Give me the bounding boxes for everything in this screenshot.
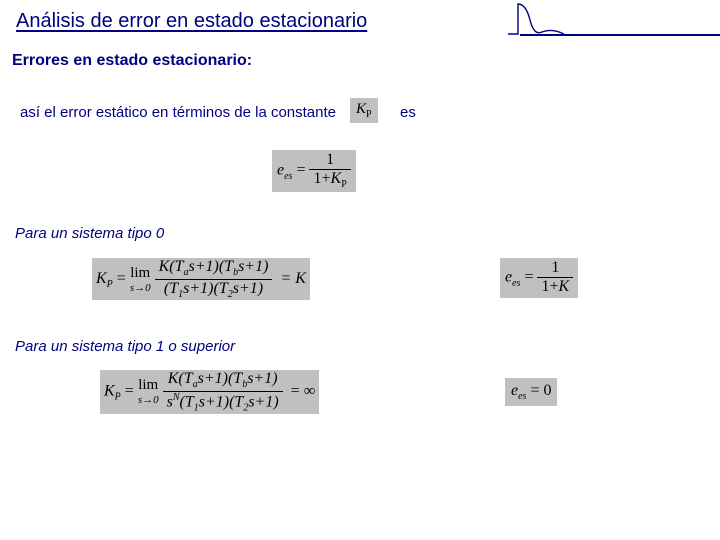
eq5-rhs: = 0 — [530, 382, 551, 399]
system-type-0-label: Para un sistema tipo 0 — [15, 225, 164, 242]
eq2-K: K — [96, 270, 107, 287]
eq4-res: = ∞ — [291, 383, 315, 400]
kp-sub: P — [366, 109, 372, 120]
eq1-eq: = — [296, 162, 305, 179]
eq2-d1: (T — [164, 280, 178, 297]
step-response-icon — [508, 2, 564, 36]
intro-text-before: así el error estático en términos de la … — [20, 104, 336, 121]
eq2-n3: s+1) — [238, 258, 268, 275]
eq3-dK: K — [559, 278, 570, 295]
eq3-den: 1+K — [537, 278, 573, 296]
eq1-esub: es — [284, 171, 292, 182]
eq4-dN: N — [173, 392, 180, 403]
subtitle: Errores en estado estacionario: — [12, 52, 252, 70]
eq2-d2: s+1)(T — [183, 280, 228, 297]
eq4-limbot: s→0 — [138, 394, 159, 406]
eq1-den1: 1+ — [313, 170, 330, 187]
eq4-d1: (T — [180, 393, 194, 410]
page-title: Análisis de error en estado estacionario — [16, 10, 367, 33]
eq2-num: K(Tas+1)(Tbs+1) — [155, 258, 273, 280]
kp-K: K — [356, 101, 366, 117]
eq2-res: = K — [280, 270, 305, 287]
eq2-den: (T1s+1)(T2s+1) — [155, 280, 273, 301]
equation-ees-type0: ees = 1 1+K — [500, 258, 578, 298]
eq4-K: K — [104, 383, 115, 400]
eq4-n2: s+1)(T — [198, 370, 243, 387]
eq2-n2: s+1)(T — [189, 258, 234, 275]
eq2-limbot: s→0 — [130, 282, 151, 294]
equation-ees-type1: ees = 0 — [505, 378, 557, 406]
eq2-limtop: lim — [130, 265, 151, 282]
eq4-frac: K(Tas+1)(Tbs+1) sN(T1s+1)(T2s+1) — [163, 370, 283, 414]
header: Análisis de error en estado estacionario — [0, 0, 720, 46]
eq1-denK: K — [331, 170, 342, 187]
eq4-eq: = — [125, 383, 138, 400]
eq4-d2: s+1)(T — [199, 393, 244, 410]
equation-ees-kp: ees = 1 1+KP — [272, 150, 356, 192]
eq2-d3: s+1) — [233, 280, 263, 297]
eq3-d1: 1+ — [541, 278, 558, 295]
eq4-num: K(Tas+1)(Tbs+1) — [163, 370, 283, 392]
header-line — [520, 34, 720, 36]
eq2-lim: lim s→0 — [130, 265, 151, 294]
eq3-esub: es — [512, 278, 520, 289]
eq4-d3: s+1) — [248, 393, 278, 410]
eq4-limtop: lim — [138, 377, 159, 394]
eq4-n1: K(T — [168, 370, 193, 387]
eq3-num: 1 — [537, 259, 573, 278]
eq5-esub: es — [518, 391, 526, 402]
kp-inline-symbol: KP — [350, 98, 378, 123]
equation-kp-type1: KP = lim s→0 K(Tas+1)(Tbs+1) sN(T1s+1)(T… — [100, 370, 319, 414]
eq4-den: sN(T1s+1)(T2s+1) — [163, 392, 283, 414]
equation-kp-type0: KP = lim s→0 K(Tas+1)(Tbs+1) (T1s+1)(T2s… — [92, 258, 310, 300]
eq1-num: 1 — [309, 151, 350, 170]
eq4-Ksub: P — [115, 392, 121, 403]
intro-text-after: es — [400, 104, 416, 121]
eq2-Ksub: P — [107, 279, 113, 290]
eq2-eq: = — [117, 270, 130, 287]
system-type-1-label: Para un sistema tipo 1 o superior — [15, 338, 235, 355]
eq4-lim: lim s→0 — [138, 377, 159, 406]
eq1-frac: 1 1+KP — [309, 151, 350, 191]
eq3-frac: 1 1+K — [537, 259, 573, 297]
eq2-frac: K(Tas+1)(Tbs+1) (T1s+1)(T2s+1) — [155, 258, 273, 300]
eq3-eq: = — [524, 269, 533, 286]
eq1-den: 1+KP — [309, 170, 350, 191]
eq1-denP: P — [341, 180, 347, 191]
eq4-n3: s+1) — [247, 370, 277, 387]
eq2-n1: K(T — [159, 258, 184, 275]
